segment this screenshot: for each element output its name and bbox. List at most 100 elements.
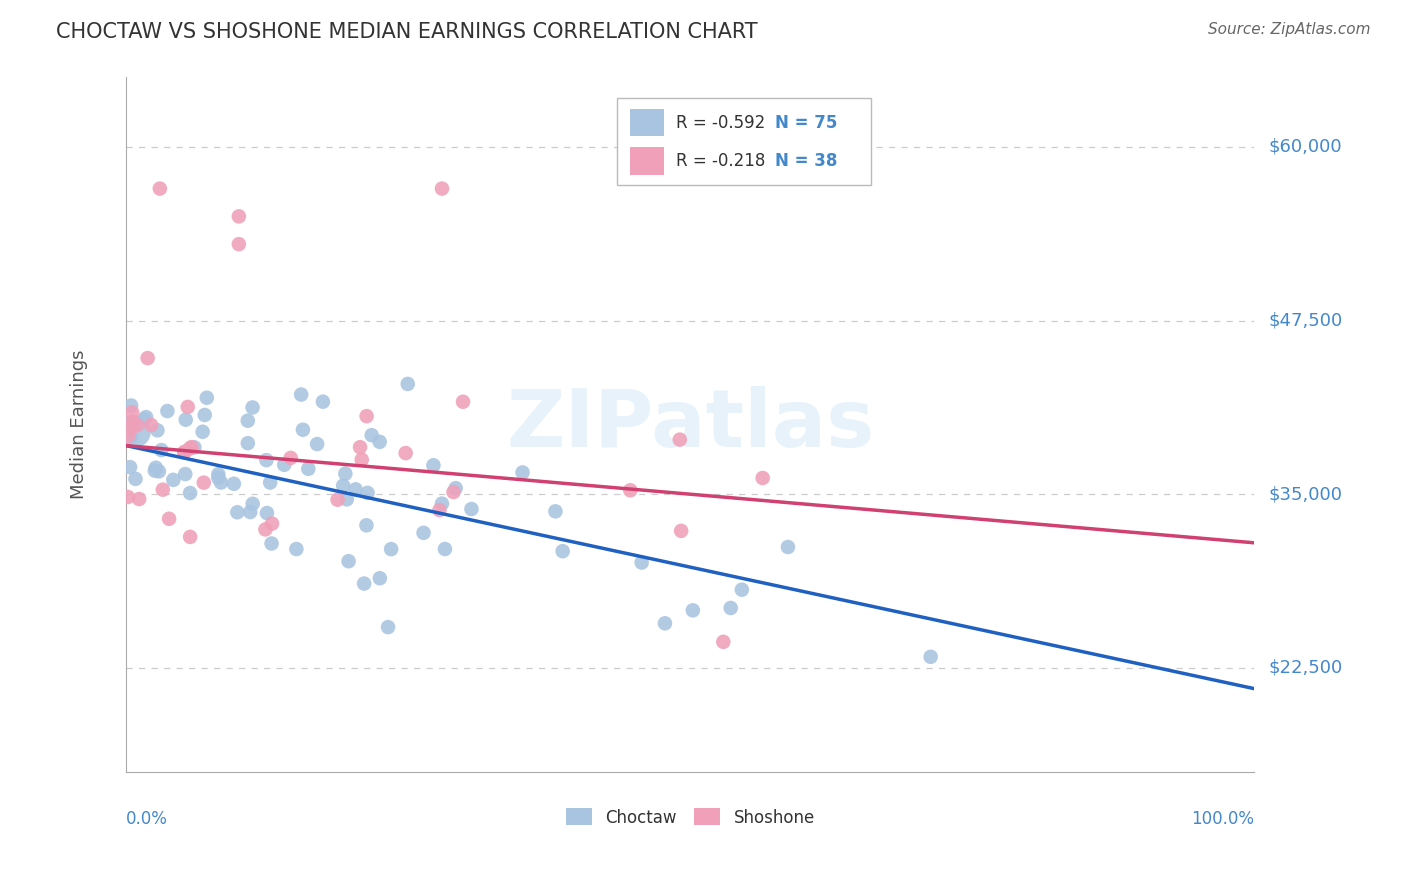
Point	[368, 434, 391, 449]
Point	[285, 542, 308, 557]
Point	[157, 512, 180, 526]
Point	[148, 464, 170, 478]
Point	[260, 516, 283, 531]
Point	[429, 503, 451, 517]
Point	[460, 502, 482, 516]
Point	[124, 425, 146, 439]
Point	[551, 544, 574, 558]
Text: CHOCTAW VS SHOSHONE MEDIAN EARNINGS CORRELATION CHART: CHOCTAW VS SHOSHONE MEDIAN EARNINGS CORR…	[56, 22, 758, 42]
Point	[191, 425, 214, 439]
Point	[136, 351, 159, 365]
Point	[149, 181, 172, 195]
Point	[619, 483, 641, 498]
Point	[443, 485, 465, 500]
Point	[297, 462, 319, 476]
Point	[120, 430, 142, 444]
Point	[174, 467, 197, 481]
Point	[118, 418, 141, 433]
Point	[141, 417, 163, 432]
Text: $60,000: $60,000	[1268, 138, 1341, 156]
Point	[290, 387, 312, 401]
Point	[194, 408, 217, 422]
Point	[195, 391, 218, 405]
Point	[146, 423, 169, 437]
Text: N = 38: N = 38	[775, 152, 837, 169]
Point	[209, 475, 232, 490]
Point	[368, 571, 391, 585]
Point	[711, 635, 734, 649]
Point	[179, 442, 201, 456]
Point	[380, 542, 402, 557]
Point	[356, 518, 378, 533]
Point	[312, 394, 335, 409]
Point	[377, 620, 399, 634]
Point	[228, 237, 250, 252]
Point	[128, 491, 150, 506]
Text: $22,500: $22,500	[1268, 659, 1343, 677]
Point	[422, 458, 444, 473]
Bar	[630, 109, 664, 136]
Point	[332, 478, 354, 492]
Point	[222, 476, 245, 491]
Text: $35,000: $35,000	[1268, 485, 1341, 503]
Point	[177, 400, 200, 414]
Point	[115, 417, 138, 432]
Point	[117, 429, 139, 443]
Point	[669, 524, 692, 538]
Point	[174, 413, 197, 427]
Text: Source: ZipAtlas.com: Source: ZipAtlas.com	[1208, 22, 1371, 37]
Point	[134, 412, 156, 426]
Text: R = -0.592: R = -0.592	[675, 113, 765, 132]
Point	[120, 421, 142, 435]
Point	[776, 540, 799, 554]
Point	[120, 460, 142, 475]
Legend: Choctaw, Shoshone: Choctaw, Shoshone	[558, 802, 821, 833]
Point	[444, 481, 467, 495]
Point	[207, 471, 229, 485]
Point	[668, 433, 690, 447]
Point	[150, 443, 173, 458]
Point	[207, 467, 229, 482]
Point	[242, 401, 264, 415]
Point	[162, 473, 184, 487]
Point	[430, 497, 453, 511]
Point	[360, 428, 382, 442]
Point	[451, 394, 474, 409]
Point	[173, 445, 195, 459]
Point	[236, 414, 259, 428]
Point	[280, 450, 302, 465]
Point	[353, 576, 375, 591]
Point	[256, 506, 278, 520]
Text: R = -0.218: R = -0.218	[675, 152, 765, 169]
Point	[349, 440, 371, 454]
Point	[337, 554, 360, 568]
Point	[152, 483, 174, 497]
Point	[720, 601, 742, 615]
Point	[226, 505, 249, 519]
Point	[335, 467, 357, 481]
Point	[259, 475, 281, 490]
Point	[254, 453, 277, 467]
Point	[291, 423, 314, 437]
Point	[183, 441, 205, 455]
Point	[430, 181, 453, 195]
Point	[193, 475, 215, 490]
Point	[121, 405, 143, 419]
Point	[124, 472, 146, 486]
Point	[630, 556, 652, 570]
Text: ZIPatlas: ZIPatlas	[506, 385, 875, 464]
Point	[326, 492, 349, 507]
Point	[180, 440, 202, 454]
Point	[344, 483, 367, 497]
Point	[273, 458, 295, 472]
Point	[242, 497, 264, 511]
Point	[145, 460, 167, 475]
Point	[731, 582, 754, 597]
Point	[512, 466, 534, 480]
Bar	[630, 147, 664, 175]
Point	[143, 464, 166, 478]
Point	[254, 522, 277, 536]
Point	[179, 486, 201, 500]
Point	[156, 404, 179, 418]
Point	[350, 452, 373, 467]
